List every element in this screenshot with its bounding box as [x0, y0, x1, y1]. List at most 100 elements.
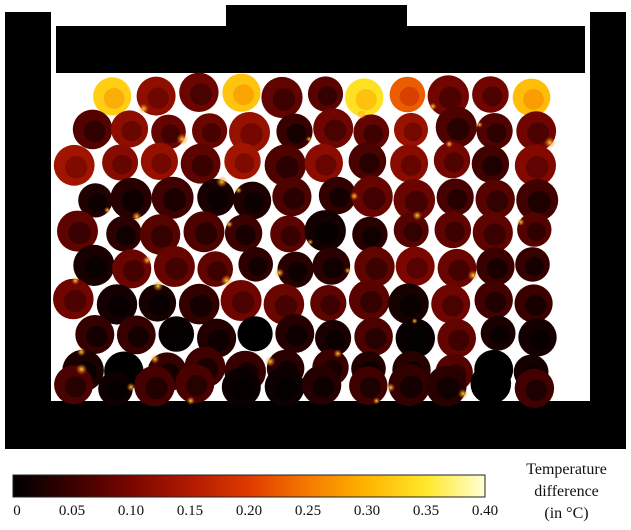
particle-core — [149, 294, 170, 316]
particle-core — [317, 86, 338, 106]
particle-core — [447, 117, 470, 141]
particle-core — [525, 256, 544, 276]
particle-core — [438, 86, 462, 110]
particle-core — [365, 328, 387, 350]
contact-hotspot — [386, 383, 396, 393]
particle-core — [240, 123, 263, 146]
particle-core — [190, 295, 213, 318]
contact-hotspot — [176, 133, 189, 146]
particle-core — [191, 154, 214, 177]
particle-core — [286, 324, 308, 347]
contact-hotspot — [104, 206, 111, 214]
particle-core — [168, 326, 189, 346]
container-floor — [5, 401, 626, 449]
particle-core — [403, 122, 423, 142]
particle-core — [121, 189, 145, 213]
particle-core — [161, 124, 180, 144]
particle-core — [406, 329, 429, 352]
contact-hotspot — [264, 356, 276, 367]
particle-core — [116, 225, 136, 246]
particle-core — [486, 258, 508, 280]
particle-core — [526, 222, 546, 242]
colorbar-title-line-3: (in °C) — [544, 505, 589, 522]
particle-core — [286, 123, 307, 144]
particle-core — [234, 153, 255, 174]
particle-core — [86, 325, 108, 348]
particle-core — [490, 325, 510, 345]
particle-core — [68, 221, 91, 245]
particle-core — [315, 221, 339, 245]
piston-rod — [226, 5, 407, 27]
particle-core — [528, 328, 551, 350]
particle-core — [186, 375, 208, 397]
contact-hotspot — [458, 388, 468, 399]
contact-hotspot — [152, 280, 164, 292]
particle-core — [201, 123, 222, 143]
particle-core — [312, 376, 335, 398]
contact-hotspot — [476, 121, 483, 128]
contact-hotspot — [306, 136, 312, 143]
particle-core — [65, 156, 88, 179]
colorbar-tick-label: 0.20 — [235, 503, 263, 519]
contact-hotspot — [517, 218, 525, 226]
contact-hotspot — [344, 267, 352, 274]
particle-core — [87, 193, 107, 212]
contact-hotspot — [307, 238, 314, 246]
particle-core — [287, 261, 308, 282]
particle-core — [482, 86, 503, 107]
colorbar-gradient — [12, 474, 486, 498]
particle-core — [64, 289, 87, 313]
piston-plate — [56, 26, 585, 73]
contact-hotspot — [71, 276, 80, 285]
particle-core — [247, 326, 267, 346]
particle-bed — [53, 72, 559, 408]
particle-core — [207, 261, 227, 281]
contact-hotspot — [142, 255, 152, 265]
contact-hotspot — [467, 270, 479, 281]
particle-core — [448, 329, 470, 351]
particle-core — [207, 329, 230, 352]
particle-core — [190, 83, 212, 106]
particle-core — [363, 124, 384, 145]
contact-hotspot — [235, 186, 243, 194]
particle-core — [447, 188, 468, 210]
particle-core — [231, 291, 255, 314]
particle-core — [527, 190, 551, 214]
particle-core — [127, 326, 149, 348]
particle-core — [399, 86, 420, 107]
particle-core — [482, 155, 503, 177]
particle-core — [403, 222, 423, 242]
particle-core — [165, 257, 188, 280]
particle-core — [362, 187, 386, 210]
particle-core — [360, 290, 383, 314]
particle-core — [486, 190, 509, 213]
contact-hotspot — [274, 268, 285, 278]
particle-core — [151, 153, 172, 174]
particle-core — [122, 260, 145, 282]
particle-core — [248, 256, 268, 276]
particle-core — [406, 257, 428, 279]
particle-core — [399, 294, 422, 317]
particle-core — [486, 123, 507, 143]
colorbar-tick-label: 0.35 — [412, 503, 440, 519]
particle-core — [324, 119, 347, 142]
particle-core — [525, 295, 547, 316]
particle-core — [147, 87, 169, 109]
contact-hotspot — [220, 274, 233, 287]
colorbar-tick-label: 0 — [13, 503, 21, 519]
particle-core — [275, 377, 298, 400]
contact-hotspots — [71, 102, 556, 405]
contact-hotspot — [76, 347, 86, 357]
contact-hotspot — [333, 349, 343, 358]
particle-core — [359, 377, 381, 399]
particle-core — [399, 375, 423, 399]
contact-hotspot — [150, 354, 160, 364]
particle-core — [275, 155, 299, 179]
particle-core — [145, 376, 168, 400]
particle-core — [325, 330, 346, 350]
particle-core — [121, 120, 142, 142]
particle-core — [64, 376, 87, 398]
particle-core — [485, 291, 507, 313]
contact-hotspot — [138, 103, 149, 114]
colorbar-tick-label: 0.10 — [117, 503, 145, 519]
